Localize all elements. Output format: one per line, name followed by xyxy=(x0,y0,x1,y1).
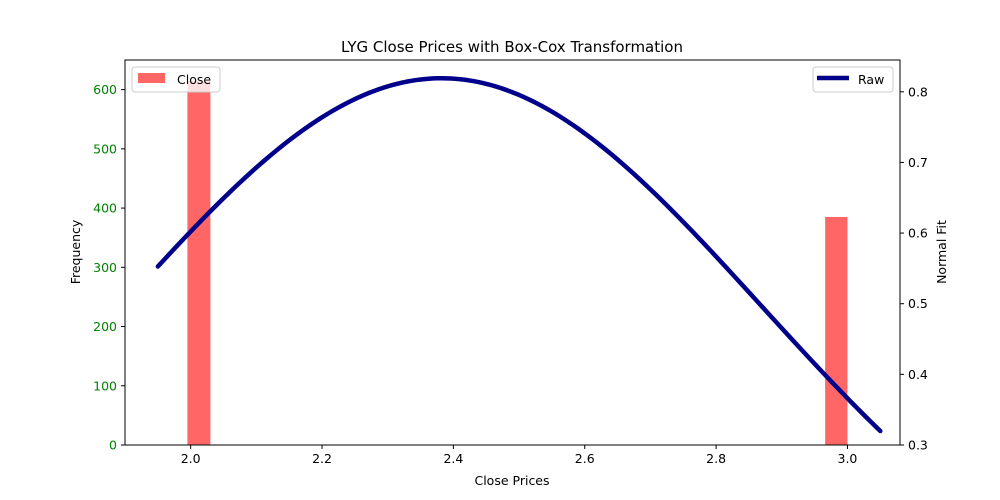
left-y-tick-label-3: 300 xyxy=(93,260,117,275)
x-tick-label-0: 2.0 xyxy=(181,451,201,466)
chart-title: LYG Close Prices with Box-Cox Transforma… xyxy=(341,38,683,56)
normal-fit-curve xyxy=(155,75,883,434)
histogram-bars xyxy=(187,80,848,445)
plot-frame xyxy=(124,59,901,446)
legend-raw: Raw xyxy=(812,66,894,93)
right-y-axis-label: Normal Fit xyxy=(934,220,949,284)
x-tick-label-2: 2.4 xyxy=(443,451,463,466)
right-y-tick-label-4: 0.7 xyxy=(908,155,928,170)
right-y-tick-label-5: 0.8 xyxy=(908,84,928,99)
histogram-bar-0 xyxy=(187,80,211,445)
left-y-tick-label-4: 400 xyxy=(93,201,117,216)
x-tick-label-3: 2.6 xyxy=(575,451,595,466)
x-axis-ticks: 2.0 2.2 2.4 2.6 2.8 3.0 xyxy=(181,445,858,466)
right-y-tick-label-1: 0.4 xyxy=(908,367,928,382)
histogram-bar-1 xyxy=(825,216,848,445)
legend-raw-frame xyxy=(812,66,894,93)
right-y-tick-label-3: 0.6 xyxy=(908,226,928,241)
left-y-tick-label-2: 200 xyxy=(93,319,117,334)
left-y-tick-label-5: 500 xyxy=(93,141,117,156)
left-y-tick-label-0: 0 xyxy=(109,438,117,453)
right-y-tick-label-2: 0.5 xyxy=(908,296,928,311)
legend-close: Close xyxy=(131,66,221,93)
x-axis-label: Close Prices xyxy=(474,473,549,488)
curve-layer xyxy=(155,75,883,434)
x-tick-label-4: 2.8 xyxy=(706,451,726,466)
legend-close-swatch xyxy=(138,73,165,83)
left-y-axis-label: Frequency xyxy=(68,219,83,284)
legend-close-label: Close xyxy=(177,72,211,87)
x-tick-label-1: 2.2 xyxy=(312,451,332,466)
right-y-axis-ticks: 0.3 0.4 0.5 0.6 0.7 0.8 xyxy=(900,84,928,453)
left-y-tick-label-1: 100 xyxy=(93,378,117,393)
right-y-tick-label-0: 0.3 xyxy=(908,438,928,453)
legend-raw-label: Raw xyxy=(858,72,884,87)
x-tick-label-5: 3.0 xyxy=(838,451,858,466)
left-y-axis-ticks: 0 100 200 300 400 500 600 xyxy=(93,82,125,453)
left-y-tick-label-6: 600 xyxy=(93,82,117,97)
